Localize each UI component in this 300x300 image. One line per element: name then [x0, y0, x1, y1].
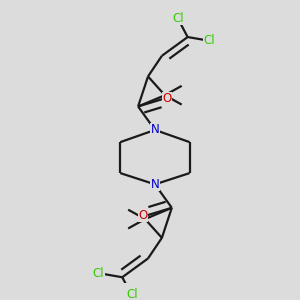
Text: O: O	[138, 209, 148, 222]
Text: Cl: Cl	[93, 267, 104, 280]
Text: Cl: Cl	[172, 12, 184, 25]
Text: Cl: Cl	[204, 34, 215, 47]
Text: N: N	[151, 178, 159, 191]
Text: Cl: Cl	[126, 288, 138, 300]
Text: O: O	[162, 92, 172, 106]
Text: N: N	[151, 123, 159, 136]
